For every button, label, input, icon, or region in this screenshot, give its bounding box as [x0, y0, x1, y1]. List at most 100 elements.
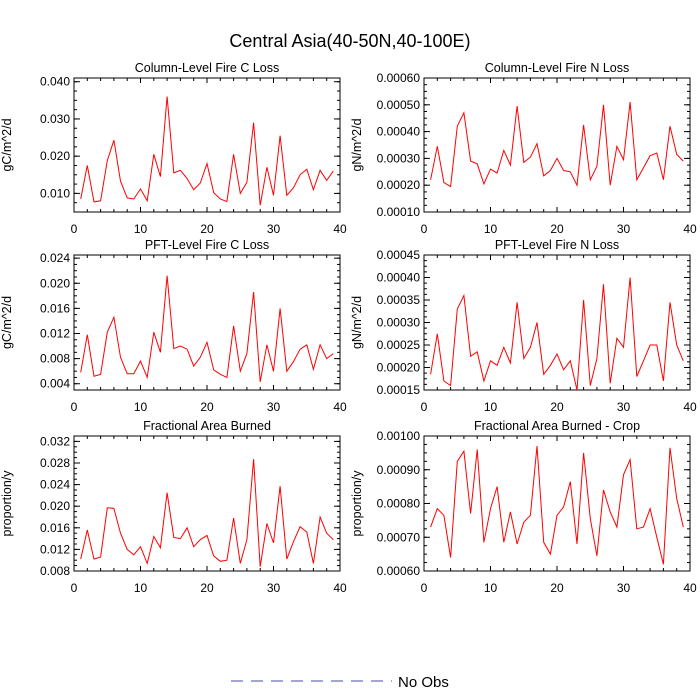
x-tick-label: 40 [333, 222, 347, 236]
plot-frame [73, 77, 341, 213]
y-tick-label: 0.00020 [377, 178, 421, 192]
x-tick-label: 40 [333, 400, 347, 414]
y-tick-label: 0.00020 [377, 361, 421, 375]
x-tick-label: 20 [200, 400, 214, 414]
y-tick-label: 0.040 [40, 75, 70, 89]
x-tick-label: 10 [134, 400, 148, 414]
x-tick-label: 30 [617, 581, 631, 595]
y-tick-label: 0.010 [40, 186, 70, 200]
plot-frame [423, 254, 691, 391]
x-tick-label: 30 [267, 581, 281, 595]
x-tick-label: 10 [134, 222, 148, 236]
series-line-1850_162 [430, 446, 684, 565]
x-tick-label: 40 [683, 222, 697, 236]
y-axis-label: gC/m^2/d [0, 118, 14, 171]
panel-2: Column-Level Fire N Loss gN/m^2/d 0 10 20 30 4… [350, 61, 697, 236]
x-tick-label: 0 [421, 581, 428, 595]
x-tick-label: 30 [617, 400, 631, 414]
figure-title: Central Asia(40-50N,40-100E) [229, 31, 470, 51]
y-tick-label: 0.00015 [377, 383, 421, 397]
y-tick-label: 0.032 [40, 434, 70, 448]
y-tick-label: 0.00040 [377, 125, 421, 139]
x-tick-label: 0 [421, 400, 428, 414]
series-line-1850_162 [80, 275, 334, 382]
x-tick-label: 30 [617, 222, 631, 236]
y-tick-label: 0.00050 [377, 98, 421, 112]
y-axis-label: gN/m^2/d [350, 118, 364, 171]
y-tick-label: 0.00010 [377, 205, 421, 219]
series-line-1850_162 [80, 459, 334, 567]
plot-frame [423, 435, 691, 572]
x-tick-label: 20 [550, 222, 564, 236]
panel-6: Fractional Area Burned - Crop proportion/… [350, 419, 697, 595]
y-axis-label: proportion/y [0, 470, 14, 537]
y-axis-label: gN/m^2/d [350, 296, 364, 349]
panel-title: Fractional Area Burned - Crop [474, 419, 640, 433]
y-tick-label: 0.00045 [377, 248, 421, 262]
y-tick-label: 0.020 [40, 499, 70, 513]
x-tick-label: 0 [421, 222, 428, 236]
legend-label: No Obs [398, 674, 449, 691]
plot-frame [73, 254, 341, 391]
y-tick-label: 0.012 [40, 326, 70, 340]
x-tick-label: 10 [484, 400, 498, 414]
y-tick-label: 0.020 [40, 149, 70, 163]
y-tick-label: 0.024 [40, 478, 70, 492]
y-tick-label: 0.020 [40, 276, 70, 290]
y-axis-label: proportion/y [350, 470, 364, 537]
y-tick-label: 0.00060 [377, 71, 421, 85]
x-tick-label: 40 [683, 581, 697, 595]
y-tick-label: 0.004 [40, 377, 70, 391]
y-tick-label: 0.00025 [377, 338, 421, 352]
x-tick-label: 30 [267, 400, 281, 414]
y-tick-label: 0.00060 [377, 564, 421, 578]
legend: No Obs1850_162 [231, 674, 449, 691]
y-tick-label: 0.016 [40, 521, 70, 535]
y-tick-label: 0.030 [40, 112, 70, 126]
x-tick-label: 40 [333, 581, 347, 595]
panel-title: PFT-Level Fire N Loss [495, 238, 619, 252]
y-tick-label: 0.00030 [377, 316, 421, 330]
series-line-1850_162 [430, 102, 684, 188]
panel-3: PFT-Level Fire C Loss gC/m^2/d 0 10 20 30 40 0.… [0, 238, 347, 414]
x-tick-label: 10 [484, 581, 498, 595]
x-tick-label: 0 [71, 400, 78, 414]
plot-frame [423, 77, 691, 213]
y-tick-label: 0.00080 [377, 497, 421, 511]
y-tick-label: 0.00040 [377, 271, 421, 285]
series-line-1850_162 [430, 277, 684, 391]
x-tick-label: 0 [71, 222, 78, 236]
y-tick-label: 0.00070 [377, 530, 421, 544]
y-tick-label: 0.00100 [377, 429, 421, 443]
panel-4: PFT-Level Fire N Loss gN/m^2/d 0 10 20 30 40 0.… [350, 238, 697, 414]
x-tick-label: 20 [200, 222, 214, 236]
x-tick-label: 40 [683, 400, 697, 414]
panels: Column-Level Fire C Loss gC/m^2/d 0 10 20 30 4… [0, 61, 697, 595]
y-tick-label: 0.00035 [377, 293, 421, 307]
plot-frame [73, 435, 341, 572]
panel-title: Column-Level Fire N Loss [485, 61, 630, 75]
x-tick-label: 30 [267, 222, 281, 236]
x-tick-label: 10 [134, 581, 148, 595]
y-tick-label: 0.028 [40, 456, 70, 470]
panel-title: Fractional Area Burned [143, 419, 271, 433]
y-tick-label: 0.016 [40, 301, 70, 315]
y-tick-label: 0.024 [40, 251, 70, 265]
y-tick-label: 0.00030 [377, 151, 421, 165]
panel-title: PFT-Level Fire C Loss [145, 238, 269, 252]
x-tick-label: 20 [550, 400, 564, 414]
x-tick-label: 10 [484, 222, 498, 236]
y-tick-label: 0.012 [40, 542, 70, 556]
x-tick-label: 0 [71, 581, 78, 595]
x-tick-label: 20 [200, 581, 214, 595]
series-line-1850_162 [80, 96, 334, 206]
y-tick-label: 0.00090 [377, 463, 421, 477]
panel-1: Column-Level Fire C Loss gC/m^2/d 0 10 20 30 4… [0, 61, 347, 236]
y-tick-label: 0.008 [40, 564, 70, 578]
panel-5: Fractional Area Burned proportion/y 0 10 20 3… [0, 419, 347, 595]
y-axis-label: gC/m^2/d [0, 296, 14, 349]
panel-title: Column-Level Fire C Loss [135, 61, 280, 75]
y-tick-label: 0.008 [40, 352, 70, 366]
legend-item: No Obs [231, 674, 449, 691]
